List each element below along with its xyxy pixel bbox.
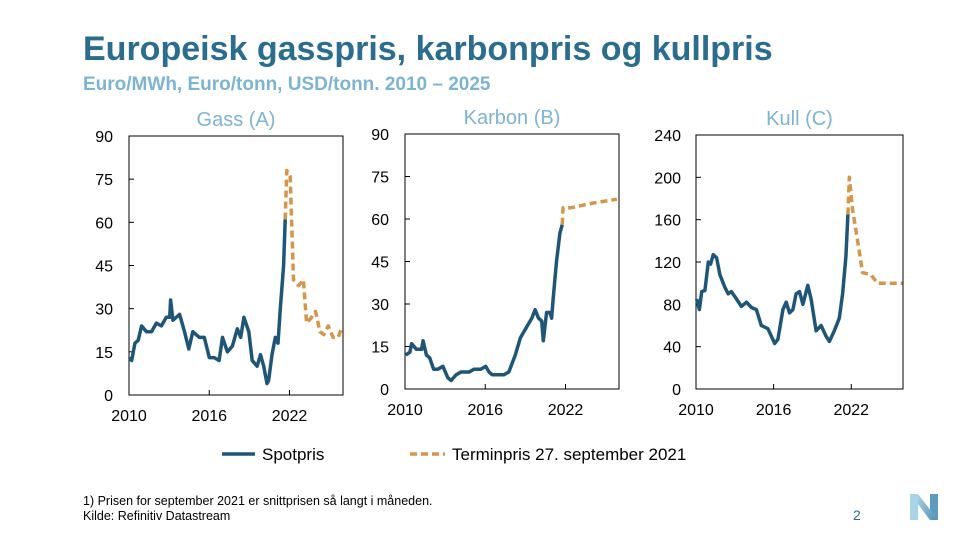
- y-tick-label: 75: [95, 172, 113, 189]
- x-tick-label: 2010: [678, 402, 714, 419]
- panel-title: Gass (A): [197, 109, 276, 131]
- y-tick-label: 200: [654, 170, 681, 187]
- legend-spot-label: Spotpris: [262, 445, 324, 464]
- chart-panel-2: Karbon (B) 0 15 30 45 60 75 90 2010 2016 2022: [371, 107, 620, 419]
- y-tick-label: 80: [663, 297, 681, 314]
- x-tick-label: 2022: [833, 402, 869, 419]
- norges-bank-logo: [910, 494, 938, 520]
- x-tick-label: 2022: [548, 402, 584, 419]
- y-tick-label: 15: [371, 340, 389, 357]
- plot-frame: [404, 133, 620, 390]
- y-tick-label: 90: [371, 127, 389, 144]
- y-tick-label: 40: [663, 340, 681, 357]
- y-tick-label: 60: [95, 215, 113, 232]
- x-tick-label: 2016: [191, 408, 227, 425]
- y-tick-label: 120: [654, 255, 681, 272]
- legend: Spotpris Terminpris 27. september 2021: [222, 445, 686, 464]
- y-tick-label: 90: [95, 129, 113, 146]
- footnote: 1) Prisen for september 2021 er snittpri…: [83, 494, 433, 508]
- x-tick-label: 2016: [756, 402, 792, 419]
- legend-forward-label: Terminpris 27. september 2021: [452, 445, 686, 464]
- forward-price-line: [283, 168, 344, 340]
- y-tick-label: 60: [371, 212, 389, 229]
- y-tick-label: 0: [104, 388, 113, 405]
- y-tick-label: 240: [654, 128, 681, 145]
- plot-frame: [128, 135, 344, 396]
- spot-price-line: [404, 224, 564, 383]
- y-tick-label: 0: [380, 382, 389, 399]
- spot-price-line: [694, 214, 850, 346]
- page-number: 2: [853, 507, 861, 523]
- y-tick-label: 0: [672, 382, 681, 399]
- y-tick-label: 75: [371, 170, 389, 187]
- y-tick-label: 160: [654, 213, 681, 230]
- spot-price-line: [127, 219, 287, 386]
- panel-title: Kull (C): [766, 108, 833, 130]
- x-tick-label: 2016: [467, 402, 503, 419]
- x-tick-label: 2022: [272, 408, 308, 425]
- plot-frame: [695, 134, 904, 390]
- y-tick-label: 45: [95, 259, 113, 276]
- y-tick-label: 45: [371, 255, 389, 272]
- x-tick-label: 2010: [387, 402, 423, 419]
- forward-price-line: [560, 197, 618, 225]
- y-tick-label: 30: [371, 297, 389, 314]
- x-tick-label: 2010: [111, 408, 147, 425]
- page-subtitle: Euro/MWh, Euro/tonn, USD/tonn. 2010 – 20…: [83, 74, 491, 95]
- chart-panel-1: Gass (A) 0 15 30 45 60 75 90 2010 2016 2022: [95, 109, 344, 425]
- panel-title: Karbon (B): [464, 107, 561, 129]
- chart-panel-3: Kull (C) 0 40 80 120 160 200 240 2010 2016 2022: [654, 108, 904, 419]
- forward-price-line: [846, 175, 903, 285]
- y-tick-label: 30: [95, 302, 113, 319]
- page-title: Europeisk gasspris, karbonpris og kullpr…: [83, 30, 773, 68]
- y-tick-label: 15: [95, 345, 113, 362]
- source: Kilde: Refinitiv Datastream: [83, 509, 231, 523]
